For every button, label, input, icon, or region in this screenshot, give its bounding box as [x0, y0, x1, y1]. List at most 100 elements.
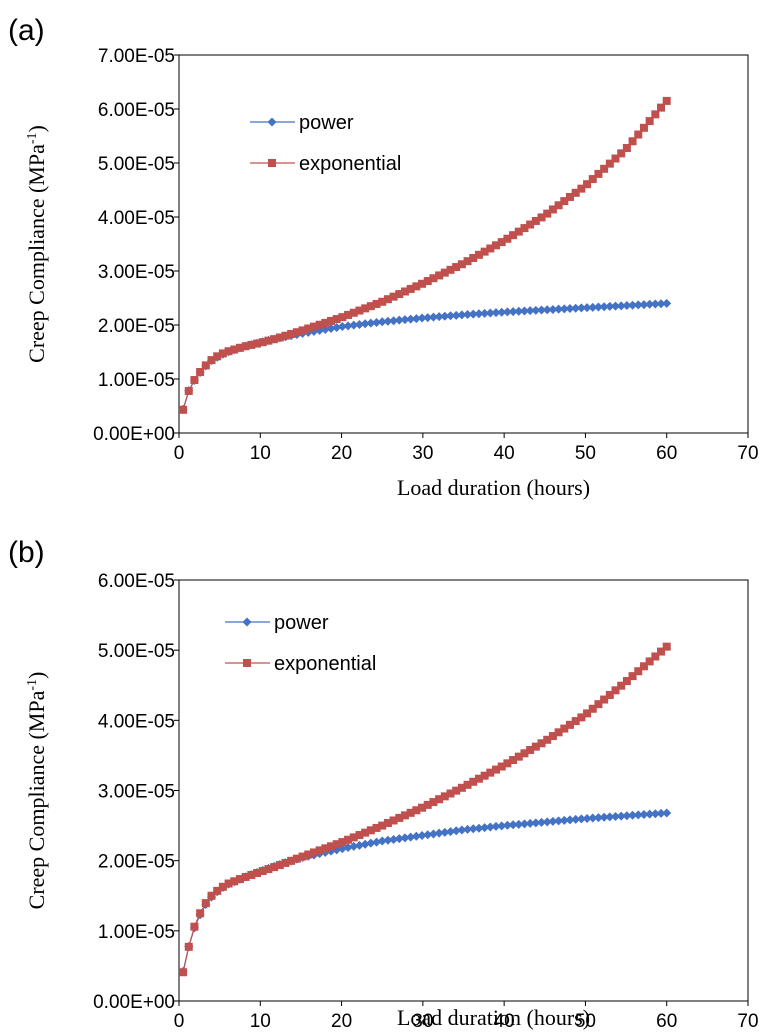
data-point-power — [440, 311, 450, 321]
data-point-exponential — [503, 759, 512, 768]
data-point-power — [605, 812, 615, 822]
data-point-exponential — [588, 704, 597, 713]
data-point-exponential — [548, 732, 557, 741]
legend-label: power — [274, 612, 329, 634]
series-power — [178, 298, 672, 414]
data-point-power — [616, 301, 626, 311]
data-point-power — [537, 305, 547, 315]
data-point-power — [565, 304, 575, 314]
data-point-exponential — [514, 752, 523, 761]
data-point-exponential — [526, 220, 535, 229]
data-point-exponential — [355, 831, 364, 840]
data-point-exponential — [605, 690, 614, 699]
data-point-exponential — [662, 642, 671, 651]
data-point-exponential — [224, 347, 233, 356]
data-point-exponential — [389, 292, 398, 301]
data-point-power — [343, 321, 353, 331]
data-point-exponential — [492, 241, 501, 250]
data-point-power — [531, 305, 541, 315]
data-point-power — [389, 316, 399, 326]
data-point-power — [582, 303, 592, 313]
data-point-exponential — [651, 110, 660, 119]
data-point-exponential — [366, 826, 375, 835]
data-point-exponential — [406, 284, 415, 293]
legend-marker-power — [267, 117, 277, 127]
legend-marker-power — [242, 617, 252, 627]
data-point-exponential — [571, 717, 580, 726]
data-point-exponential — [565, 720, 574, 729]
x-tick-label: 30 — [412, 1011, 433, 1032]
y-tick-label: 1.00E-05 — [98, 922, 175, 943]
x-tick-label: 10 — [250, 443, 271, 464]
data-point-power — [406, 314, 416, 324]
data-point-exponential — [537, 213, 546, 222]
data-point-power — [576, 303, 586, 313]
data-point-power — [559, 815, 569, 825]
data-point-power — [502, 820, 512, 830]
data-point-power — [394, 315, 404, 325]
data-point-power — [491, 308, 501, 318]
data-point-exponential — [361, 304, 370, 313]
data-point-exponential — [213, 886, 222, 895]
data-point-power — [366, 838, 376, 848]
data-point-power — [525, 818, 535, 828]
data-point-exponential — [321, 844, 330, 853]
data-point-exponential — [452, 786, 461, 795]
data-point-exponential — [497, 762, 506, 771]
data-point-exponential — [412, 806, 421, 815]
data-point-power — [525, 306, 535, 316]
data-point-power — [417, 313, 427, 323]
data-point-power — [622, 301, 632, 311]
chart-panel-b: (b) 0 10 20 30 40 50 60 70 0.00E+00 1.00E-05 2.00E-… — [8, 536, 759, 1032]
data-point-exponential — [258, 338, 267, 347]
data-point-power — [605, 301, 615, 311]
data-point-exponential — [332, 840, 341, 849]
data-point-exponential — [395, 290, 404, 299]
data-point-power — [593, 813, 603, 823]
data-point-exponential — [383, 819, 392, 828]
data-point-power — [377, 836, 387, 846]
x-tick-label: 50 — [575, 443, 596, 464]
data-point-exponential — [275, 333, 284, 342]
data-point-exponential — [241, 872, 250, 881]
data-point-power — [645, 299, 655, 309]
data-point-exponential — [622, 143, 631, 152]
y-tick-label: 3.00E-05 — [98, 262, 175, 283]
data-point-power — [628, 300, 638, 310]
data-point-power — [349, 320, 359, 330]
data-point-power — [571, 303, 581, 313]
data-point-exponential — [207, 356, 216, 365]
y-axis-title: Creep Compliance (MPa-1) — [24, 672, 49, 910]
data-point-exponential — [452, 263, 461, 272]
data-point-power — [485, 822, 495, 832]
data-point-exponential — [304, 850, 313, 859]
data-point-exponential — [423, 800, 432, 809]
x-tick-label: 40 — [494, 443, 515, 464]
data-point-power — [639, 810, 649, 820]
data-point-power — [502, 307, 512, 317]
data-point-exponential — [196, 909, 205, 918]
data-point-power — [559, 304, 569, 314]
x-tick-label: 50 — [575, 1011, 596, 1032]
data-point-power — [434, 828, 444, 838]
data-point-power — [474, 309, 484, 319]
data-point-power — [514, 306, 524, 316]
data-point-exponential — [366, 302, 375, 311]
data-point-power — [377, 317, 387, 327]
x-tick-label: 0 — [174, 1011, 185, 1032]
y-axis-title-main: Creep Compliance (MPa — [24, 144, 49, 363]
data-point-exponential — [247, 870, 256, 879]
data-point-exponential — [469, 253, 478, 262]
y-tick-label: 5.00E-05 — [98, 641, 175, 662]
data-point-exponential — [520, 224, 529, 233]
data-point-power — [406, 832, 416, 842]
data-point-power — [593, 302, 603, 312]
data-point-power — [565, 815, 575, 825]
data-point-exponential — [474, 250, 483, 259]
y-tick-label: 5.00E-05 — [98, 154, 175, 175]
data-point-exponential — [292, 854, 301, 863]
data-point-exponential — [418, 279, 427, 288]
y-tick-label: 4.00E-05 — [98, 208, 175, 229]
data-point-power — [423, 313, 433, 323]
y-axis-title-superscript: -1 — [25, 132, 40, 144]
